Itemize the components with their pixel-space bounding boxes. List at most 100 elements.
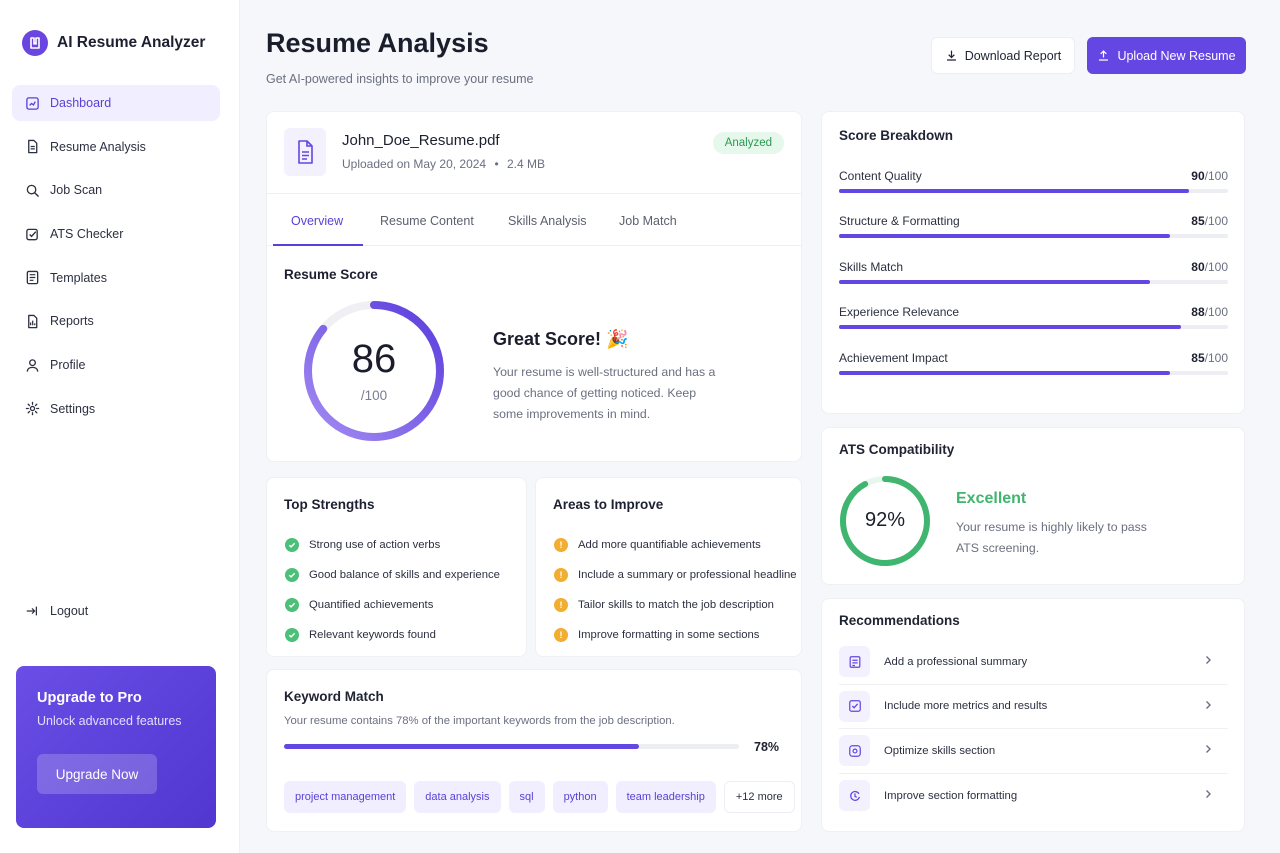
sidebar-item-label: Profile bbox=[50, 358, 86, 373]
breakdown-score: 88/100 bbox=[1191, 305, 1228, 319]
skills-icon bbox=[839, 735, 870, 767]
upgrade-card: Upgrade to Pro Unlock advanced features … bbox=[16, 666, 216, 828]
breakdown-name: Structure & Formatting bbox=[839, 214, 960, 228]
warning-circle-icon: ! bbox=[554, 538, 568, 552]
sidebar-item-job-scan[interactable]: Job Scan bbox=[12, 172, 220, 208]
breakdown-fill bbox=[839, 371, 1170, 375]
sidebar-item-label: Job Scan bbox=[50, 183, 103, 198]
breakdown-fill bbox=[839, 234, 1170, 238]
sidebar-item-settings[interactable]: Settings bbox=[12, 391, 220, 427]
areas-to-improve-card: Areas to Improve ! Add more quantifiable… bbox=[535, 477, 802, 657]
ats-score-ring bbox=[840, 476, 930, 566]
list-item: Relevant keywords found bbox=[285, 620, 500, 650]
recommendations-list: Add a professional summary Include more … bbox=[839, 640, 1228, 818]
tab-overview[interactable]: Overview bbox=[291, 214, 344, 228]
file-size: 2.4 MB bbox=[507, 157, 546, 171]
recommendation-item[interactable]: Add a professional summary bbox=[839, 640, 1228, 685]
summary-icon bbox=[839, 646, 870, 678]
sidebar-item-label: Reports bbox=[50, 314, 94, 329]
sidebar-item-resume-analysis[interactable]: Resume Analysis bbox=[12, 129, 220, 165]
sidebar-item-label: ATS Checker bbox=[50, 227, 124, 242]
ats-percent: 92% bbox=[864, 509, 906, 531]
document-icon bbox=[28, 139, 38, 154]
sidebar-item-reports[interactable]: Reports bbox=[12, 303, 220, 339]
list-item: Good balance of skills and experience bbox=[285, 560, 500, 590]
sidebar-item-dashboard[interactable]: Dashboard bbox=[12, 85, 220, 121]
upload-date: Uploaded on May 20, 2024 bbox=[342, 157, 487, 171]
breakdown-row: Achievement Impact 85/100 bbox=[839, 351, 1228, 375]
keyword-chip[interactable]: sql bbox=[508, 781, 545, 813]
sidebar-item-label: Settings bbox=[50, 401, 96, 416]
areas-to-improve-title: Areas to Improve bbox=[553, 497, 664, 512]
upload-icon bbox=[1099, 50, 1109, 61]
resume-score-ring bbox=[304, 301, 444, 441]
keyword-chip[interactable]: team leadership bbox=[615, 781, 716, 813]
warning-circle-icon: ! bbox=[554, 628, 568, 642]
keyword-chip[interactable]: data analysis bbox=[414, 781, 501, 813]
keyword-match-title: Keyword Match bbox=[284, 689, 384, 704]
sidebar-item-profile[interactable]: Profile bbox=[12, 347, 220, 383]
tab-resume-content[interactable]: Resume Content bbox=[380, 214, 474, 228]
tab-job-match[interactable]: Job Match bbox=[619, 214, 677, 228]
resume-score-label: Resume Score bbox=[284, 267, 378, 282]
page-title: Resume Analysis bbox=[266, 28, 489, 58]
check-circle-icon bbox=[285, 598, 299, 612]
upgrade-now-button[interactable]: Upgrade Now bbox=[37, 754, 157, 794]
download-icon bbox=[946, 50, 956, 61]
logout-button[interactable]: Logout bbox=[25, 604, 88, 618]
report-icon bbox=[28, 314, 38, 329]
brand[interactable]: AI Resume Analyzer bbox=[22, 30, 205, 56]
breakdown-fill bbox=[839, 280, 1151, 284]
format-icon bbox=[839, 780, 870, 812]
app-name: AI Resume Analyzer bbox=[57, 34, 206, 51]
recommendation-label: Add a professional summary bbox=[884, 655, 1028, 668]
keyword-chip[interactable]: python bbox=[552, 781, 608, 813]
user-icon bbox=[26, 358, 39, 372]
upload-new-resume-button[interactable]: Upload New Resume bbox=[1087, 37, 1246, 74]
recommendations-card: Recommendations Add a professional summa… bbox=[821, 598, 1245, 832]
keyword-progress-track bbox=[284, 744, 739, 749]
meta-separator: • bbox=[494, 157, 499, 171]
metrics-icon bbox=[839, 690, 870, 722]
breakdown-name: Skills Match bbox=[839, 260, 904, 274]
resume-overview-card: John_Doe_Resume.pdf Uploaded on May 20, … bbox=[266, 111, 802, 462]
chevron-right-icon bbox=[1206, 656, 1211, 664]
ats-status: Excellent bbox=[956, 490, 1027, 507]
keyword-chip[interactable]: project management bbox=[284, 781, 407, 813]
status-badge: Analyzed bbox=[712, 132, 784, 154]
recommendation-label: Optimize skills section bbox=[884, 744, 996, 757]
pdf-file-icon bbox=[284, 128, 326, 176]
breakdown-name: Achievement Impact bbox=[839, 351, 948, 365]
sidebar: AI Resume Analyzer Dashboard Resume Anal… bbox=[0, 0, 240, 853]
recommendation-item[interactable]: Include more metrics and results bbox=[839, 685, 1228, 729]
download-report-button[interactable]: Download Report bbox=[931, 37, 1075, 74]
logout-label: Logout bbox=[50, 604, 89, 618]
breakdown-score: 80/100 bbox=[1191, 260, 1228, 274]
check-circle-icon bbox=[285, 568, 299, 582]
recommendation-item[interactable]: Improve section formatting bbox=[839, 774, 1228, 819]
breakdown-score: 85/100 bbox=[1191, 214, 1228, 228]
ats-description: Your resume is highly likely to pass ATS… bbox=[956, 520, 1147, 555]
sidebar-item-ats-checker[interactable]: ATS Checker bbox=[12, 216, 220, 252]
sidebar-item-label: Templates bbox=[50, 270, 107, 285]
sidebar-item-templates[interactable]: Templates bbox=[12, 260, 220, 296]
breakdown-score: 85/100 bbox=[1191, 351, 1228, 365]
list-item: ! Tailor skills to match the job descrip… bbox=[554, 590, 797, 620]
download-report-label: Download Report bbox=[964, 48, 1062, 63]
breakdown-row: Skills Match 80/100 bbox=[839, 260, 1228, 284]
breakdown-score: 90/100 bbox=[1191, 169, 1228, 183]
more-keywords-button[interactable]: +12 more bbox=[723, 781, 795, 813]
list-item: Strong use of action verbs bbox=[285, 530, 500, 560]
check-circle-icon bbox=[285, 538, 299, 552]
score-description: Your resume is well-structured and has a… bbox=[493, 365, 716, 421]
list-item: ! Improve formatting in some sections bbox=[554, 620, 797, 650]
ats-title: ATS Compatibility bbox=[839, 442, 955, 457]
recommendation-item[interactable]: Optimize skills section bbox=[839, 729, 1228, 774]
active-tab-indicator bbox=[273, 244, 363, 246]
upgrade-subtitle: Unlock advanced features bbox=[37, 714, 182, 728]
keyword-match-card: Keyword Match Your resume contains 78% o… bbox=[266, 669, 802, 832]
tab-skills-analysis[interactable]: Skills Analysis bbox=[508, 214, 587, 228]
brand-logo-icon bbox=[22, 30, 48, 56]
breakdown-fill bbox=[839, 325, 1182, 329]
resume-score-arc bbox=[304, 301, 444, 441]
